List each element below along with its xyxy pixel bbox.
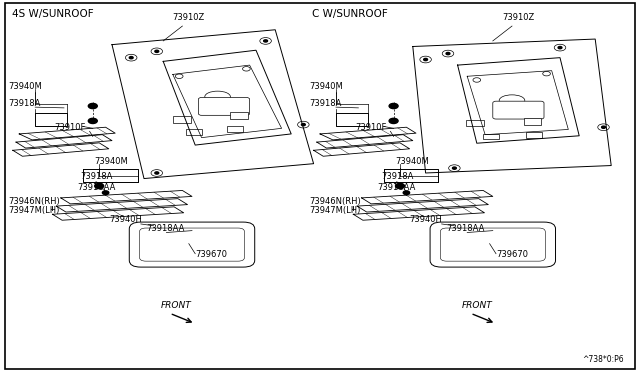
Text: 73918A: 73918A bbox=[81, 172, 113, 181]
Bar bbox=[227, 126, 243, 132]
Circle shape bbox=[389, 103, 398, 109]
Circle shape bbox=[150, 223, 157, 227]
Circle shape bbox=[558, 46, 562, 49]
FancyBboxPatch shape bbox=[493, 101, 544, 119]
Circle shape bbox=[389, 118, 398, 124]
Bar bbox=[173, 116, 191, 123]
Text: 73918A: 73918A bbox=[381, 172, 414, 181]
Text: 73947M(LH): 73947M(LH) bbox=[309, 206, 360, 215]
Circle shape bbox=[451, 223, 458, 227]
Text: C W/SUNROOF: C W/SUNROOF bbox=[312, 9, 388, 19]
Ellipse shape bbox=[499, 95, 525, 106]
Circle shape bbox=[602, 126, 605, 128]
Text: 4S W/SUNROOF: 4S W/SUNROOF bbox=[12, 9, 93, 19]
Bar bbox=[526, 132, 542, 138]
Circle shape bbox=[155, 50, 159, 52]
Circle shape bbox=[189, 230, 195, 233]
Text: 73940M: 73940M bbox=[95, 157, 129, 166]
FancyBboxPatch shape bbox=[198, 97, 250, 115]
Text: 73940H: 73940H bbox=[109, 215, 141, 224]
Bar bbox=[230, 112, 248, 119]
Ellipse shape bbox=[205, 91, 230, 102]
Text: 73918A: 73918A bbox=[8, 99, 41, 108]
Circle shape bbox=[264, 40, 268, 42]
Text: 73910Z: 73910Z bbox=[502, 13, 534, 22]
Text: 73910F: 73910F bbox=[355, 123, 387, 132]
Bar bbox=[483, 134, 499, 139]
Circle shape bbox=[424, 58, 428, 61]
Circle shape bbox=[102, 191, 109, 195]
FancyBboxPatch shape bbox=[129, 222, 255, 267]
Circle shape bbox=[155, 172, 159, 174]
Text: 739670: 739670 bbox=[496, 250, 528, 259]
Text: 73918AA: 73918AA bbox=[146, 224, 184, 233]
Circle shape bbox=[129, 57, 133, 59]
Circle shape bbox=[88, 103, 97, 109]
FancyBboxPatch shape bbox=[140, 228, 244, 261]
Text: ^738*0:P6: ^738*0:P6 bbox=[582, 355, 624, 364]
FancyBboxPatch shape bbox=[430, 222, 556, 267]
Text: 73918A: 73918A bbox=[309, 99, 342, 108]
Text: 73946N(RH): 73946N(RH) bbox=[309, 197, 361, 206]
Circle shape bbox=[452, 167, 456, 169]
Text: 73918AA: 73918AA bbox=[378, 183, 416, 192]
Circle shape bbox=[446, 52, 450, 55]
Bar bbox=[186, 129, 202, 135]
Circle shape bbox=[396, 183, 404, 189]
Text: FRONT: FRONT bbox=[461, 301, 492, 310]
Bar bbox=[524, 118, 541, 125]
Text: 73947M(LH): 73947M(LH) bbox=[8, 206, 60, 215]
Bar bbox=[466, 120, 484, 126]
Text: FRONT: FRONT bbox=[161, 301, 191, 310]
Circle shape bbox=[490, 230, 496, 233]
Circle shape bbox=[88, 118, 97, 124]
Text: 73918AA: 73918AA bbox=[447, 224, 485, 233]
Text: 73940M: 73940M bbox=[396, 157, 429, 166]
Text: 73940M: 73940M bbox=[8, 82, 42, 91]
Text: 73940H: 73940H bbox=[410, 215, 442, 224]
Circle shape bbox=[403, 191, 410, 195]
Text: 73910F: 73910F bbox=[54, 123, 86, 132]
FancyBboxPatch shape bbox=[440, 228, 545, 261]
Text: 73940M: 73940M bbox=[309, 82, 343, 91]
Text: 739670: 739670 bbox=[195, 250, 227, 259]
Circle shape bbox=[301, 124, 305, 126]
Text: 73910Z: 73910Z bbox=[173, 13, 205, 22]
Text: 73918AA: 73918AA bbox=[77, 183, 115, 192]
Text: 73946N(RH): 73946N(RH) bbox=[8, 197, 60, 206]
Circle shape bbox=[95, 183, 104, 189]
